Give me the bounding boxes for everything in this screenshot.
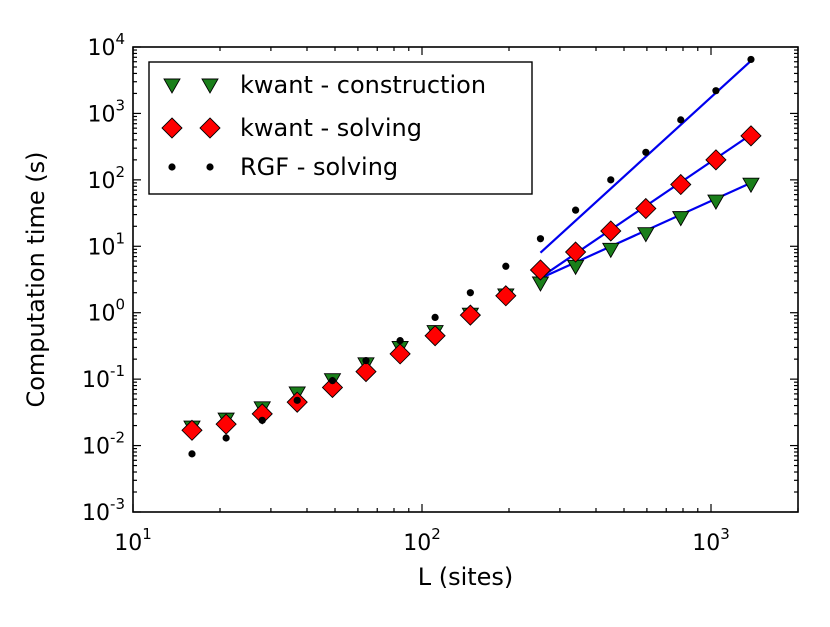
data-point — [705, 149, 727, 171]
data-point — [459, 304, 481, 326]
data-point — [536, 235, 545, 243]
data-point — [181, 419, 203, 441]
markers-layer — [181, 55, 762, 458]
y-tick-label: 10-1 — [82, 362, 125, 393]
data-point — [215, 413, 237, 435]
y-tick-label: 104 — [87, 30, 125, 61]
legend: kwant - construction kwant - solving RGF -… — [148, 61, 533, 195]
data-point — [635, 197, 657, 220]
legend-entry: kwant - construction — [163, 71, 486, 99]
legend-marker — [201, 78, 219, 94]
data-point — [222, 434, 230, 442]
y-tick-label: 10-3 — [82, 495, 125, 526]
x-tick-label: 101 — [114, 525, 152, 556]
data-point — [571, 206, 580, 214]
data-point — [396, 337, 404, 345]
data-point — [637, 227, 655, 243]
data-point — [564, 241, 587, 263]
data-point — [502, 262, 510, 270]
y-tick-label: 102 — [87, 163, 125, 194]
data-point — [600, 220, 622, 242]
ticks-layer — [132, 46, 799, 513]
data-point — [672, 211, 690, 227]
legend-label: kwant - construction — [240, 71, 486, 99]
x-axis-label: L (sites) — [418, 563, 514, 591]
legend-label: kwant - solving — [240, 114, 422, 142]
legend-entries: kwant - construction kwant - solving RGF -… — [161, 71, 486, 181]
legend-marker — [199, 117, 221, 139]
legend-entry: kwant - solving — [161, 114, 422, 142]
data-point — [258, 416, 266, 424]
data-point — [321, 376, 344, 399]
data-point — [602, 242, 620, 259]
data-point — [466, 289, 474, 297]
data-point — [495, 285, 517, 307]
legend-marker — [206, 163, 214, 171]
x-tick-label: 103 — [692, 525, 730, 556]
data-point — [424, 325, 446, 347]
y-tick-label: 100 — [87, 296, 125, 327]
y-tick-label: 10-2 — [82, 429, 125, 460]
legend-marker — [168, 163, 176, 171]
data-point — [707, 194, 725, 210]
legend-label: RGF - solving — [240, 153, 398, 181]
data-point — [670, 173, 692, 196]
data-point — [328, 377, 337, 385]
data-point — [293, 396, 301, 404]
y-axis-label: Computation time (s) — [22, 151, 50, 407]
data-point — [607, 176, 615, 184]
legend-marker — [163, 78, 181, 94]
plot-frame — [132, 46, 799, 513]
data-point — [362, 357, 370, 365]
data-point — [712, 87, 720, 95]
legend-entry: RGF - solving — [168, 153, 398, 181]
y-tick-label: 103 — [87, 96, 125, 127]
data-point — [747, 55, 755, 64]
data-point — [742, 177, 760, 194]
y-tick-label: 101 — [87, 229, 125, 260]
data-point — [355, 360, 377, 383]
data-point — [431, 313, 439, 322]
data-point — [389, 343, 411, 365]
data-point — [188, 450, 196, 458]
legend-marker — [161, 117, 183, 139]
data-point — [642, 148, 650, 156]
data-point — [677, 116, 685, 124]
tick-labels-layer: 101 102 103 10-3 10-2 10-1 100 101 102 103 104 — [82, 30, 730, 556]
data-point — [529, 259, 552, 281]
x-tick-label: 102 — [403, 525, 441, 556]
data-point — [740, 125, 762, 147]
